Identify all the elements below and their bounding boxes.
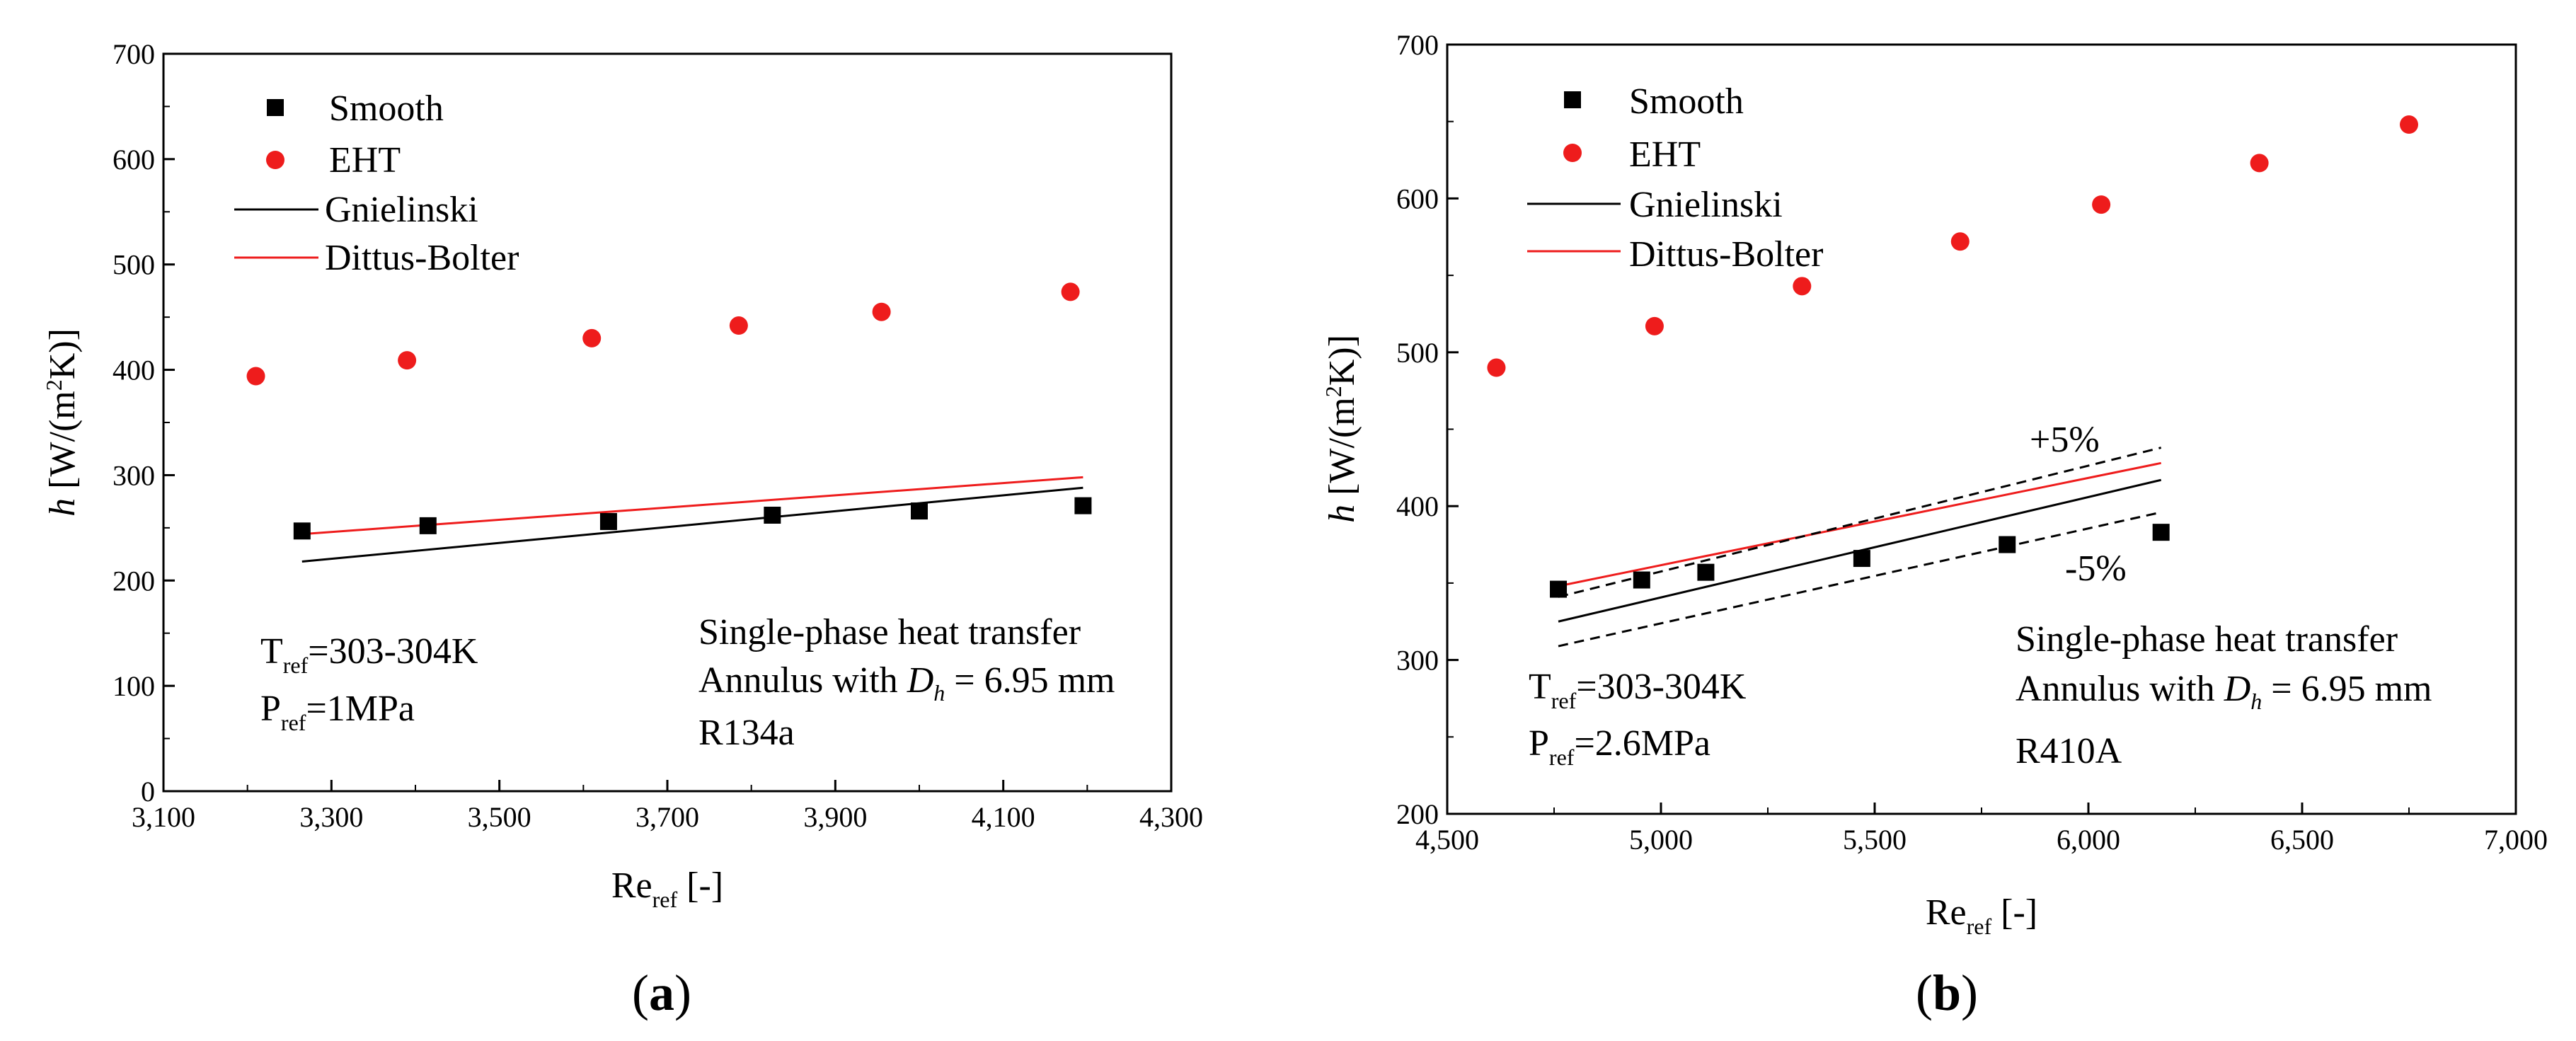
x-tick-label: 3,300	[299, 801, 363, 833]
data-points	[1487, 115, 2418, 598]
annotation-fluid: R410A	[2016, 731, 2122, 771]
annotation-temperature: Tref=303-304K	[260, 631, 478, 678]
x-axis-label: Reref [-]	[611, 865, 723, 912]
y-axis-label: h [W/(m2K)]	[41, 328, 83, 517]
legend-smooth-label: Smooth	[329, 88, 444, 129]
eht-point	[1950, 232, 1970, 251]
y-tick-label: 300	[1396, 645, 1439, 677]
x-tick-label: 7,000	[2484, 824, 2548, 856]
legend-eht-marker	[1563, 144, 1582, 162]
legend-eht-label: EHT	[1629, 134, 1701, 175]
x-tick-label: 6,500	[2270, 824, 2334, 856]
x-tick-label: 4,300	[1139, 801, 1203, 833]
eht-point	[246, 367, 265, 386]
y-tick-label: 100	[113, 670, 155, 702]
annotation-heat-transfer: Single-phase heat transfer	[698, 612, 1081, 652]
x-tick-label: 3,900	[803, 801, 867, 833]
x-axis-label: Reref [-]	[1926, 892, 2037, 939]
smooth-point	[1074, 497, 1092, 514]
smooth-point	[1853, 550, 1870, 568]
legend-smooth-marker	[1564, 91, 1581, 108]
y-tick-label: 600	[1396, 183, 1439, 214]
x-tick-label: 3,700	[636, 801, 699, 833]
y-ticks: 200 300 400 500 600 700	[1396, 29, 1459, 830]
y-tick-label: 500	[1396, 337, 1439, 369]
eht-point	[1645, 316, 1664, 335]
annotation-pressure: Pref=1MPa	[260, 689, 415, 735]
y-tick-label: 700	[113, 38, 155, 70]
y-tick-label: 400	[113, 355, 155, 386]
data-points	[246, 282, 1092, 540]
smooth-point	[764, 506, 781, 524]
eht-point	[872, 302, 891, 321]
smooth-point	[1697, 563, 1715, 581]
annotation-fluid: R134a	[698, 713, 795, 753]
eht-point	[2250, 154, 2269, 173]
legend: Smooth EHT Gnielinski Dittus-Bolter	[1527, 81, 1823, 275]
smooth-point	[293, 522, 311, 540]
band-label-plus: +5%	[2030, 420, 2100, 460]
legend-eht-label: EHT	[329, 140, 401, 180]
smooth-point	[911, 502, 928, 520]
smooth-point	[599, 512, 617, 530]
y-tick-label: 600	[113, 144, 155, 176]
y-tick-label: 700	[1396, 29, 1439, 61]
panel-label-a: (a)	[632, 965, 691, 1021]
eht-point	[729, 316, 748, 335]
x-tick-label: 4,100	[972, 801, 1035, 833]
x-ticks: 3,100 3,300 3,500 3,700 3,900 4,100 4,300	[132, 780, 1203, 833]
y-tick-label: 0	[141, 776, 155, 807]
line-minus-5pct	[1558, 511, 2162, 648]
panel-label-b: (b)	[1916, 965, 1978, 1021]
x-ticks: 4,500 5,000 5,500 6,000 6,500 7,000	[1415, 803, 2548, 856]
annotation-temperature: Tref=303-304K	[1529, 667, 1747, 713]
y-axis-label: h [W/(m2K)]	[1321, 335, 1362, 523]
legend-smooth-label: Smooth	[1629, 81, 1744, 122]
eht-point	[398, 351, 417, 370]
y-tick-label: 200	[1396, 798, 1439, 830]
line-dittusminus-bolter	[1558, 461, 2161, 587]
panel-b: 200 300 400 500 600 700 4,500 5,000 5,500 6,000 6…	[1321, 29, 2548, 1021]
y-tick-label: 300	[113, 459, 155, 491]
legend-dittus-label: Dittus-Bolter	[325, 238, 519, 278]
smooth-point	[2152, 524, 2170, 541]
fit-lines	[301, 476, 1083, 563]
legend-gnielinski-label: Gnielinski	[325, 190, 478, 230]
legend-eht-marker	[266, 151, 284, 169]
eht-point	[1793, 277, 1812, 296]
annotation-heat-transfer: Single-phase heat transfer	[2016, 619, 2398, 660]
smooth-point	[419, 517, 437, 534]
band-label-minus: -5%	[2065, 548, 2127, 589]
eht-point	[2400, 115, 2418, 134]
x-tick-label: 5,000	[1629, 824, 1693, 856]
y-tick-label: 500	[113, 249, 155, 281]
x-tick-label: 3,500	[468, 801, 531, 833]
fit-lines	[1558, 447, 2162, 648]
eht-point	[1487, 358, 1506, 377]
y-ticks: 0 100 200 300 400 500 600 700	[113, 38, 175, 807]
smooth-point	[1999, 536, 2016, 553]
annotation-pressure: Pref=2.6MPa	[1529, 723, 1710, 770]
x-tick-label: 5,500	[1843, 824, 1907, 856]
eht-point	[582, 328, 602, 347]
annotation-annulus: Annulus with Dh = 6.95 mm	[698, 660, 1115, 706]
smooth-point	[1550, 580, 1568, 598]
legend-smooth-marker	[267, 99, 284, 116]
y-tick-label: 400	[1396, 490, 1439, 522]
eht-point	[1061, 282, 1080, 301]
legend-gnielinski-label: Gnielinski	[1629, 185, 1783, 225]
line-plus5pct	[1558, 447, 2162, 598]
y-tick-label: 200	[113, 565, 155, 597]
annotation-annulus: Annulus with Dh = 6.95 mm	[2016, 669, 2432, 714]
eht-point	[2092, 195, 2111, 214]
x-tick-label: 4,500	[1415, 824, 1479, 856]
legend: Smooth EHT Gnielinski Dittus-Bolter	[234, 88, 519, 278]
x-tick-label: 3,100	[132, 801, 195, 833]
smooth-point	[1633, 571, 1650, 589]
line-gnielinski	[301, 486, 1083, 563]
x-tick-label: 6,000	[2057, 824, 2120, 856]
legend-dittus-label: Dittus-Bolter	[1629, 234, 1823, 275]
